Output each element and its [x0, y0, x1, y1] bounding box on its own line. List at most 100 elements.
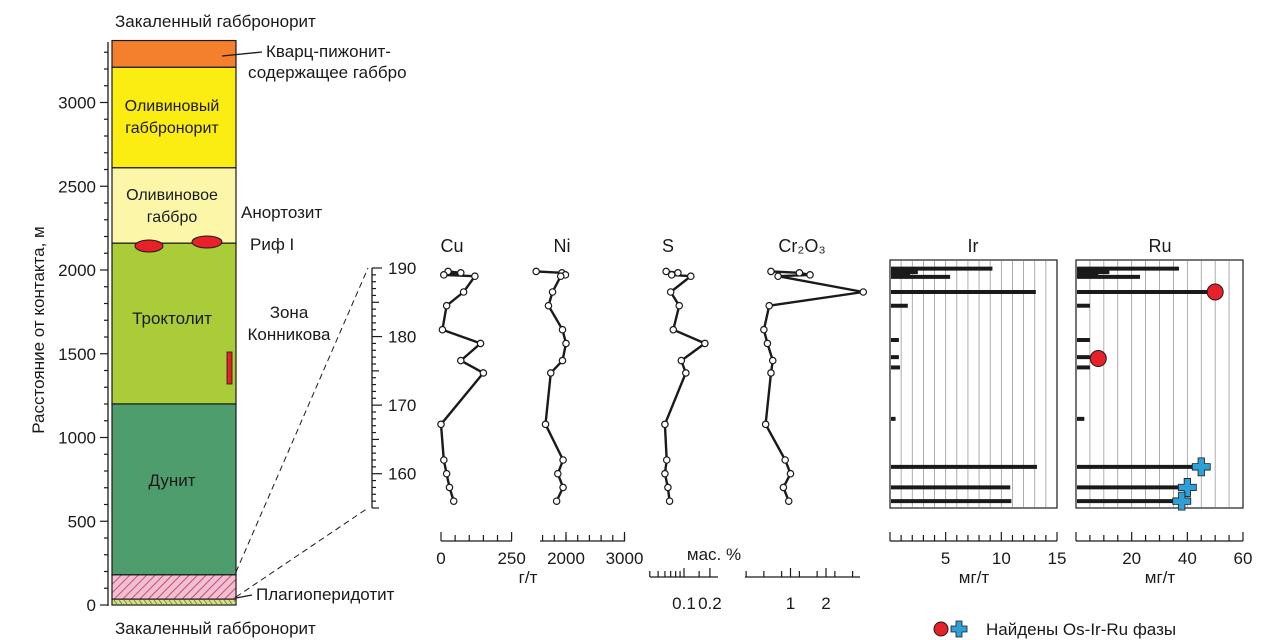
depth-tick-label: 500 — [68, 512, 96, 531]
detail-tick-label: 190 — [388, 259, 416, 278]
layer-label-olivine-gabbronorite-1: Оливиновый — [125, 98, 220, 115]
data-point — [774, 272, 782, 281]
depth-tick-label: 2000 — [58, 261, 96, 280]
x-unit-ir: мг/т — [959, 568, 990, 587]
data-point — [662, 456, 671, 464]
osirru-cross-marker — [1177, 478, 1197, 497]
data-point — [667, 271, 676, 279]
data-point — [554, 469, 562, 478]
quench-hatch — [188, 599, 193, 605]
data-point — [784, 497, 793, 505]
data-point — [674, 268, 682, 277]
reef-lens-right — [191, 235, 223, 249]
profile-panels — [437, 261, 1230, 511]
depth-tick-label: 1500 — [58, 345, 96, 364]
data-point — [795, 268, 804, 277]
s-tick-label: 0.2 — [698, 594, 722, 613]
data-point — [765, 301, 774, 310]
callout-anorthosite: Анортозит — [241, 203, 322, 222]
ru-tick-label: 20 — [1122, 549, 1141, 568]
ru-tick-label: 60 — [1234, 549, 1253, 568]
layer-column — [111, 39, 238, 606]
data-point — [437, 420, 445, 429]
s-tick-label: 0.1 — [672, 594, 696, 613]
quench-hatch — [133, 599, 138, 605]
data-point — [760, 325, 768, 334]
depth-tick-label: 2500 — [58, 177, 96, 196]
data-point — [471, 272, 479, 281]
depth-tick-label: 0 — [87, 596, 96, 615]
quench-hatch — [228, 599, 233, 605]
data-point — [479, 369, 488, 377]
layer-label-olivine-gabbro-1: Оливиновое — [126, 187, 218, 204]
ni-tick-label: 2000 — [547, 549, 585, 568]
quench-hatch — [223, 599, 228, 605]
y-axis-label: Расстояние от контакта, м — [29, 226, 48, 433]
data-point — [859, 288, 868, 296]
detail-axis-ticks: 160 170 180 190 — [372, 259, 416, 509]
quench-hatch — [198, 599, 203, 605]
data-point — [675, 301, 684, 310]
data-point — [556, 272, 565, 281]
top-label: Закаленный габбронорит — [115, 12, 316, 31]
quench-hatch — [153, 599, 158, 605]
panel-title-ru: Ru — [1148, 236, 1171, 256]
panel-title-ni: Ni — [554, 236, 571, 256]
layer-label-troctolite: Троктолит — [132, 309, 212, 328]
data-point — [559, 483, 567, 492]
bottom-axes: 0 250 2000 3000 0.1 0.2 1 2 5 10 15 20 40 60 — [436, 532, 1252, 613]
data-point — [661, 469, 669, 478]
layer-3 — [111, 242, 237, 405]
quench-hatch — [148, 599, 153, 605]
data-point — [541, 420, 550, 429]
osirru-cross-marker — [1172, 491, 1192, 511]
data-point — [661, 420, 669, 429]
data-point — [442, 469, 451, 478]
ir-panel-frame — [889, 259, 1058, 509]
data-point — [767, 369, 775, 377]
quench-hatch — [178, 599, 183, 605]
data-point — [476, 339, 485, 348]
data-point — [456, 268, 465, 277]
data-point — [546, 369, 555, 377]
data-point — [544, 301, 553, 310]
callout-konnikov-2: Конникова — [247, 325, 331, 344]
legend-text: Найдены Os-Ir-Ru фазы — [986, 620, 1176, 639]
detail-tick-label: 180 — [388, 328, 416, 347]
data-point — [532, 267, 540, 276]
data-point — [669, 325, 678, 334]
legend-cross-icon — [950, 620, 968, 638]
konnikov-zone-marker — [226, 351, 233, 385]
data-point — [701, 339, 709, 348]
layer-label-olivine-gabbronorite-2: габбронорит — [125, 120, 219, 137]
zoom-line-bottom — [235, 507, 369, 598]
ir-tick-label: 10 — [992, 549, 1011, 568]
cr-tick-label: 2 — [821, 594, 830, 613]
data-point — [445, 483, 454, 492]
x-unit-cu-ni: г/т — [519, 568, 538, 587]
panel-title-cr2o3: Cr₂O₃ — [778, 236, 825, 256]
data-point — [558, 325, 567, 334]
data-point — [666, 288, 675, 296]
detail-tick-label: 170 — [388, 396, 416, 415]
callout-plagioperidotite: Плагиоперидотит — [256, 585, 395, 604]
qp-gabbro-leader — [221, 51, 263, 57]
data-point — [438, 325, 447, 334]
layer-1 — [111, 66, 237, 169]
quench-hatch — [113, 599, 118, 605]
callout-qp-gabbro-2: содержащее габбро — [248, 63, 407, 82]
layer-0 — [111, 39, 237, 68]
depth-axis-ticks: 0 500 1000 1500 2000 2500 3000 — [58, 51, 108, 615]
data-point — [687, 272, 695, 281]
data-point — [786, 469, 795, 478]
quench-hatch — [233, 599, 238, 605]
quench-hatch — [118, 599, 123, 605]
quench-hatch — [143, 599, 148, 605]
x-unit-ru: мг/т — [1145, 568, 1176, 587]
data-point — [552, 497, 561, 505]
reef-lens-left — [134, 239, 164, 253]
data-point — [662, 267, 670, 276]
data-point — [761, 420, 770, 429]
data-point — [768, 356, 777, 365]
